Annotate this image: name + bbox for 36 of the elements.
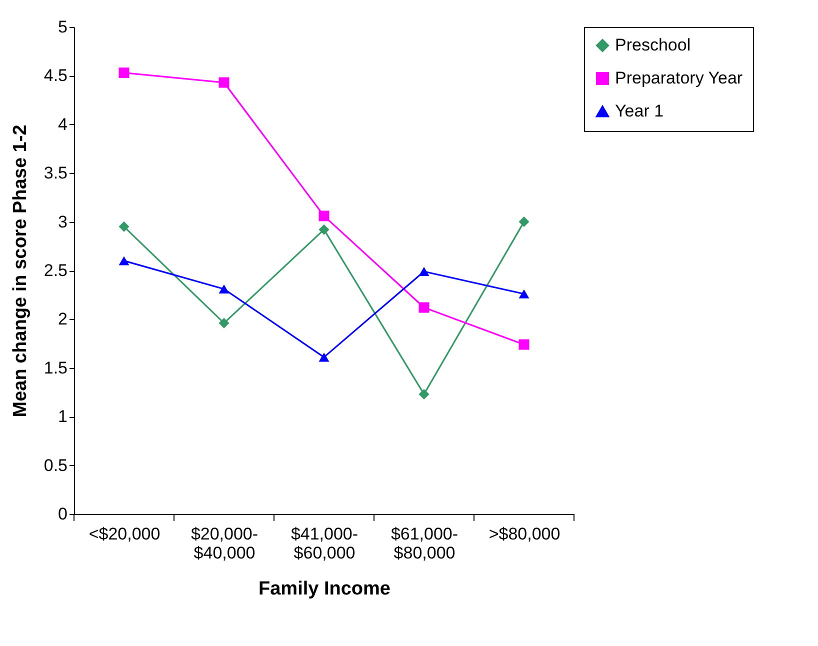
legend-label: Preparatory Year [615, 68, 743, 88]
point [318, 224, 330, 235]
point [118, 68, 130, 78]
point [318, 210, 330, 222]
point [218, 284, 230, 294]
y-tick-label: 2 [58, 310, 68, 329]
y-tick-label: 4.5 [44, 66, 68, 86]
x-tick-label: <$20,000 [88, 524, 160, 544]
point [418, 302, 430, 313]
point [218, 77, 230, 88]
point [518, 216, 530, 228]
y-tick-label: 4 [58, 114, 68, 134]
y-tick-label: 1.5 [44, 358, 68, 378]
y-tick-label: 3 [58, 212, 68, 232]
y-tick-label: 3.5 [44, 164, 68, 183]
point [418, 266, 430, 276]
point [118, 256, 130, 266]
point [418, 388, 430, 400]
y-tick-label: 0 [58, 504, 68, 524]
point [318, 352, 330, 362]
y-tick-label: 2.5 [44, 261, 68, 280]
x-tick-label: $41,000-$60,000 [290, 524, 358, 562]
x-tick-label: $20,000-$40,000 [190, 524, 258, 562]
legend-label: Year 1 [615, 102, 664, 120]
point [518, 339, 530, 350]
point [118, 221, 130, 232]
point [518, 289, 530, 298]
y-tick-label: 1 [58, 407, 68, 426]
x-tick-label: >$80,000 [488, 524, 560, 544]
legend-label: Preschool [615, 36, 691, 54]
x-axis-title: Family Income [258, 578, 390, 600]
point [218, 318, 230, 328]
y-tick-label: 0.5 [44, 456, 68, 475]
y-axis-title: Mean change in score Phase 1-2 [10, 124, 31, 418]
x-tick-label: $61,000-$80,000 [390, 524, 458, 562]
y-tick-label: 5 [58, 18, 68, 36]
